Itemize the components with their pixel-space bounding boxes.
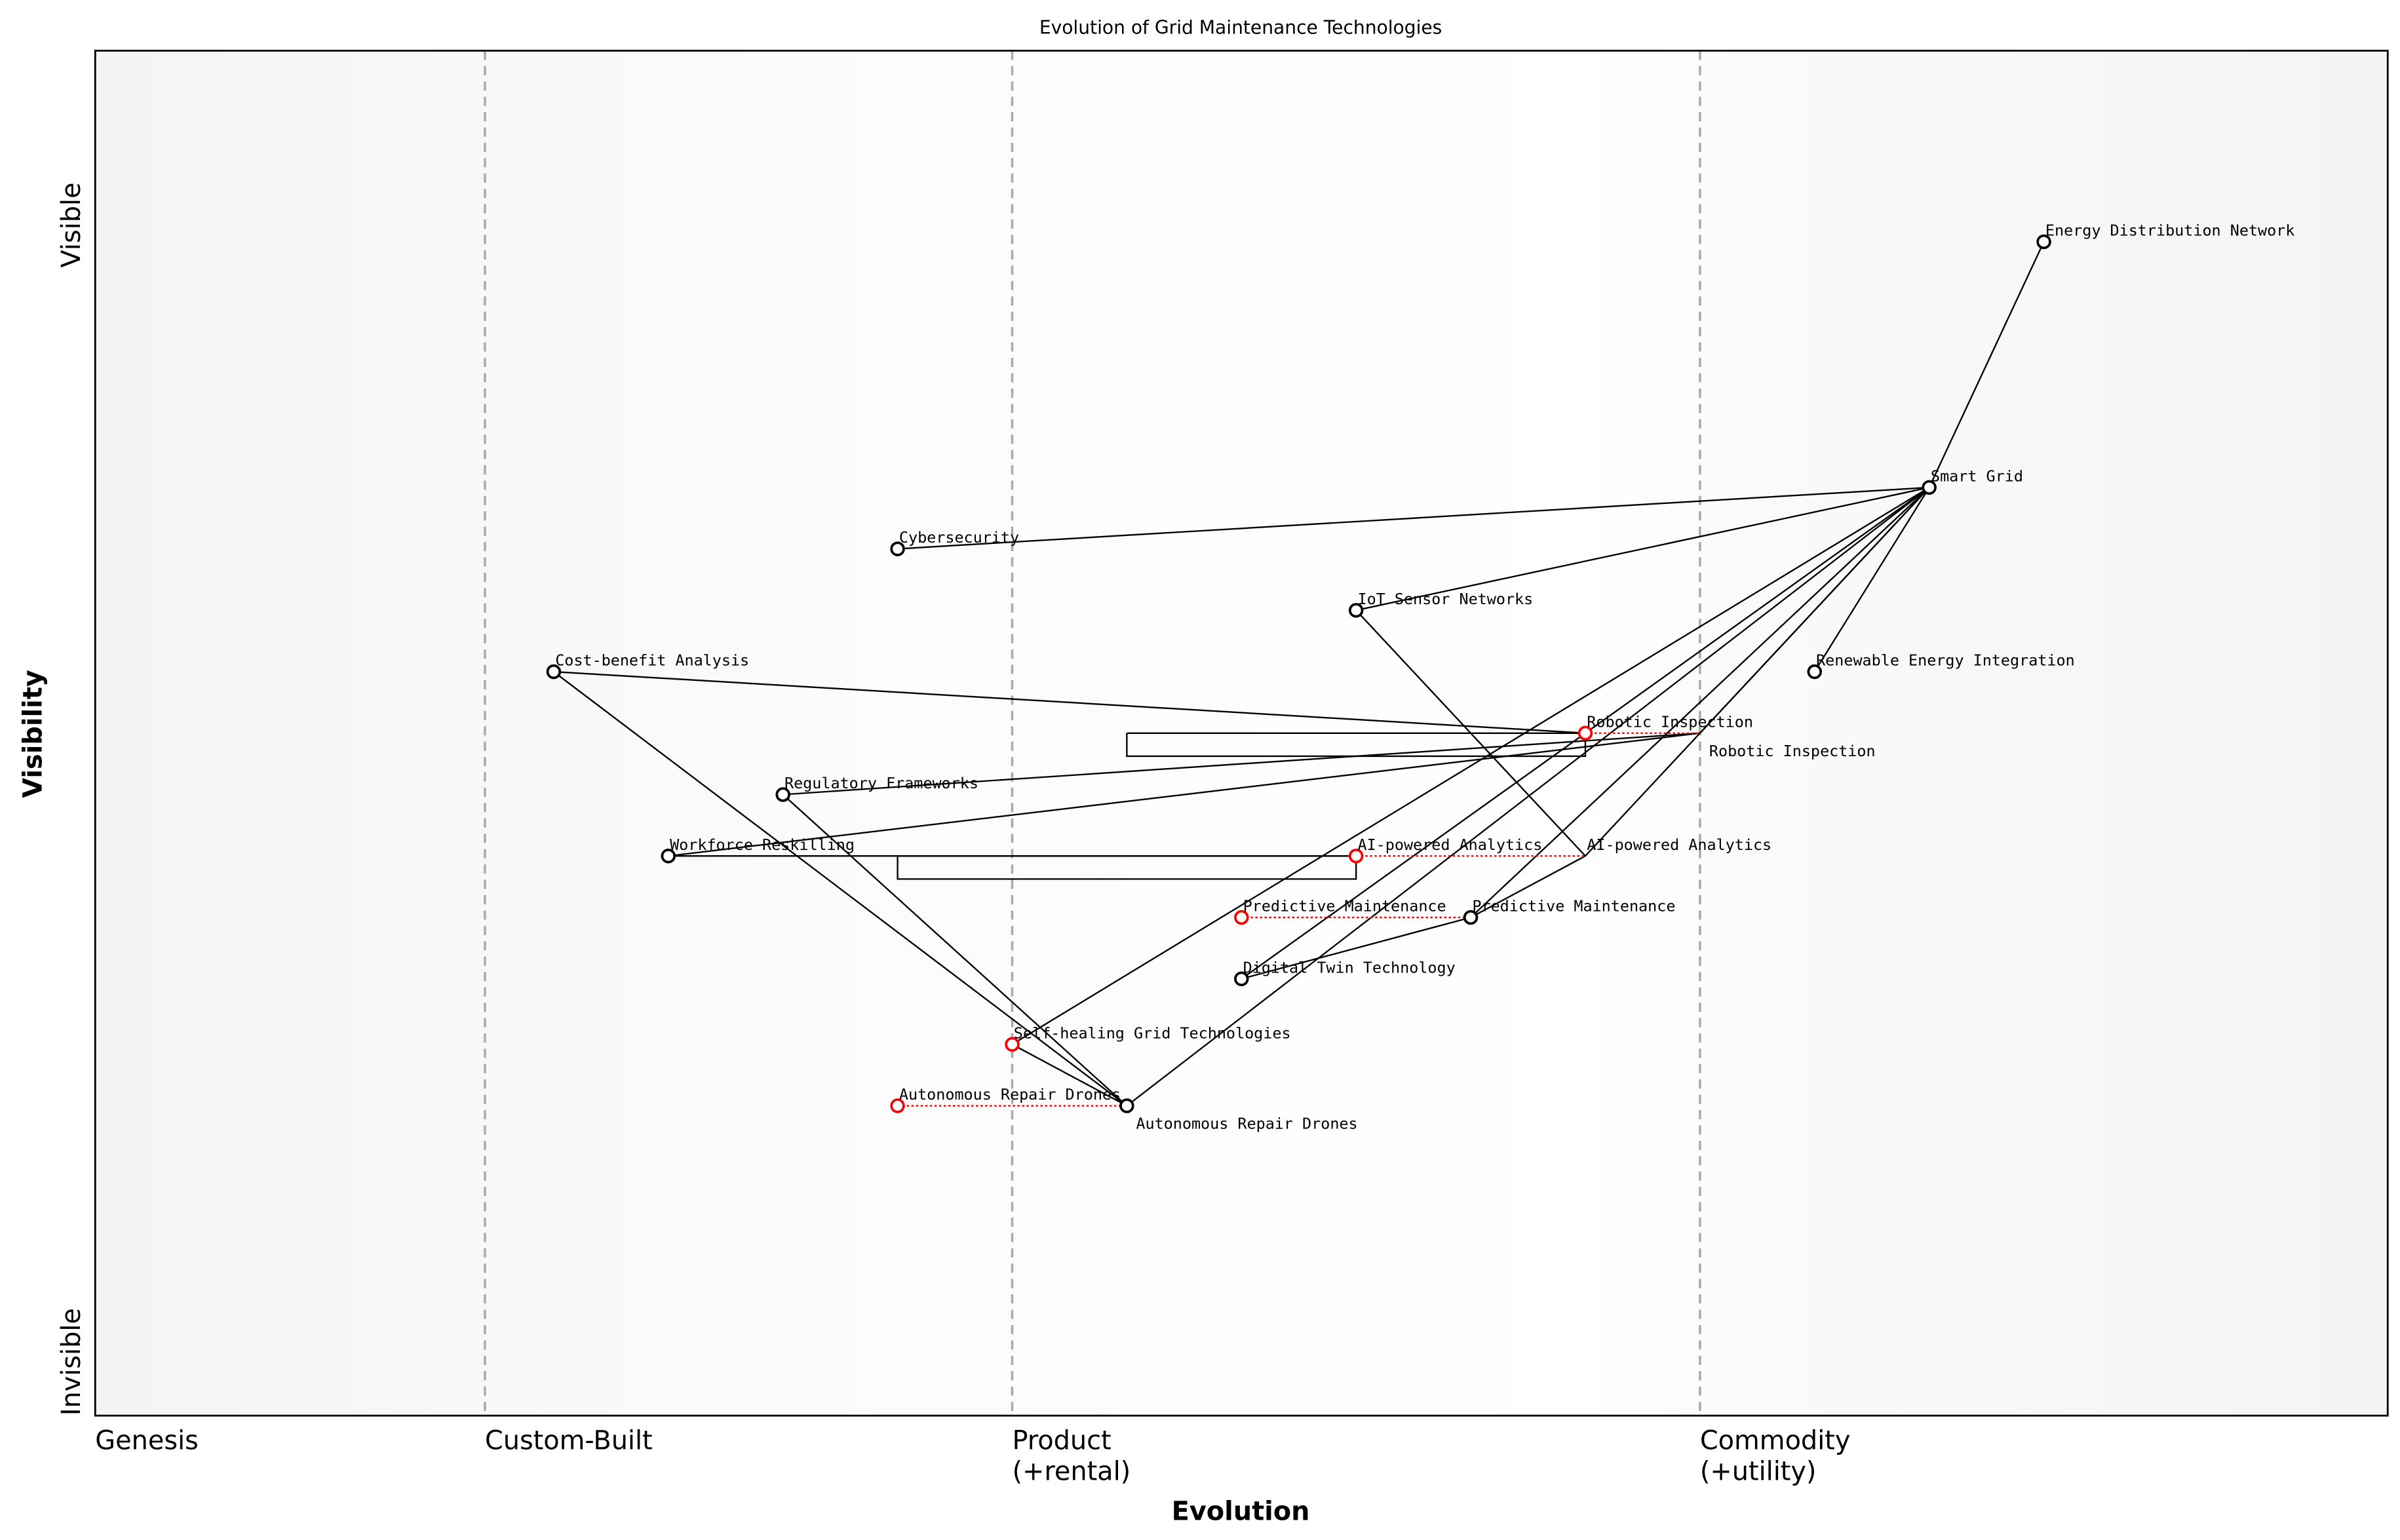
component[interactable]: Autonomous Repair Drones Autonomous Repai… — [890, 1085, 1358, 1133]
dependency-link — [1928, 241, 2045, 488]
component-label: Cybersecurity — [899, 528, 1019, 547]
stage-label: Genesis — [95, 1426, 199, 1456]
component-label: Autonomous Repair Drones — [899, 1085, 1121, 1104]
component-evolved-marker — [1119, 1098, 1134, 1113]
component-marker — [546, 664, 562, 680]
dependency-link — [782, 794, 1128, 1107]
component-label: Cost-benefit Analysis — [555, 651, 749, 670]
chart-title: Evolution of Grid Maintenance Technologi… — [1039, 17, 1442, 39]
component-evolved-label: Autonomous Repair Drones — [1136, 1115, 1357, 1133]
stage-label: Product (+rental) — [1012, 1426, 1131, 1487]
component-evolved-label: Robotic Inspection — [1709, 742, 1876, 760]
component-current-marker — [1348, 848, 1364, 864]
dependency-link — [1699, 487, 1930, 734]
component-current-marker — [1577, 725, 1593, 741]
plot-frame — [94, 49, 2389, 1417]
component-label: Smart Grid — [1931, 467, 2023, 485]
component-evolved-marker — [1463, 910, 1479, 925]
stage-label: Commodity (+utility) — [1700, 1426, 1851, 1487]
component[interactable]: Regulatory Frameworks — [775, 774, 978, 802]
dependency-link — [553, 671, 1128, 1107]
component[interactable]: Digital Twin Technology — [1234, 958, 1456, 986]
y-tick-label: Visible — [56, 182, 87, 267]
component-marker — [775, 787, 790, 802]
component-marker — [1922, 480, 1937, 495]
dependency-link — [1470, 855, 1586, 918]
link-bracket — [897, 855, 1357, 880]
component-current-marker — [890, 1098, 905, 1113]
dependency-link — [897, 486, 1929, 550]
dependency-link — [783, 732, 1700, 796]
component[interactable]: Energy Distribution Network — [2036, 221, 2294, 250]
component-marker — [1234, 971, 1249, 986]
component-current-marker — [1005, 1037, 1020, 1052]
component-label: IoT Sensor Networks — [1358, 590, 1534, 608]
component-evolved-label: AI-powered Analytics — [1587, 836, 1771, 854]
x-axis-label: Evolution — [1172, 1497, 1310, 1527]
component[interactable]: IoT Sensor Networks — [1348, 590, 1534, 618]
component-label: Digital Twin Technology — [1243, 958, 1456, 976]
component-label: Workforce Reskilling — [670, 836, 855, 854]
component[interactable]: Predictive Maintenance Predictive Mainten… — [1234, 897, 1676, 925]
component-marker — [1348, 603, 1364, 618]
component-marker — [1807, 664, 1823, 680]
dependency-link — [1126, 486, 1930, 1107]
dependency-link — [1011, 1043, 1127, 1107]
component[interactable]: Workforce Reskilling — [661, 836, 855, 864]
component-evolved-label: Predictive Maintenance — [1472, 897, 1675, 915]
component-label: Energy Distribution Network — [2045, 221, 2294, 240]
component-label: Robotic Inspection — [1587, 712, 1753, 731]
component-current-marker — [1234, 910, 1249, 925]
dependency-link — [1011, 486, 1930, 1045]
dependency-link — [1813, 487, 1930, 672]
component-marker — [2036, 234, 2051, 250]
component[interactable]: Renewable Energy Integration — [1807, 651, 2075, 680]
component[interactable]: Smart Grid — [1922, 467, 2023, 495]
component-label: AI-powered Analytics — [1358, 836, 1543, 854]
component-marker — [661, 848, 676, 864]
y-axis-label: Visibility — [18, 670, 48, 798]
dependency-link — [668, 732, 1700, 857]
component-label: Renewable Energy Integration — [1816, 651, 2075, 670]
component[interactable]: Self-healing Grid Technologies — [1005, 1024, 1291, 1052]
component[interactable]: AI-powered Analytics AI-powered Analytics — [1348, 836, 1771, 864]
dependency-link — [1470, 486, 1930, 918]
dependency-link — [553, 670, 1586, 734]
dependency-link — [1355, 486, 1929, 611]
component-label: Predictive Maintenance — [1243, 897, 1446, 915]
component-marker — [890, 541, 905, 556]
component-label: Regulatory Frameworks — [784, 774, 978, 792]
stage-label: Custom-Built — [485, 1426, 653, 1456]
component[interactable]: Cost-benefit Analysis — [546, 651, 749, 680]
component[interactable]: Robotic Inspection Robotic Inspection — [1577, 712, 1876, 760]
dependency-link — [1241, 916, 1471, 980]
link-bracket — [1126, 732, 1587, 758]
y-tick-label: Invisible — [56, 1308, 87, 1415]
component[interactable]: Cybersecurity — [890, 528, 1019, 556]
component-label: Self-healing Grid Technologies — [1014, 1024, 1291, 1042]
